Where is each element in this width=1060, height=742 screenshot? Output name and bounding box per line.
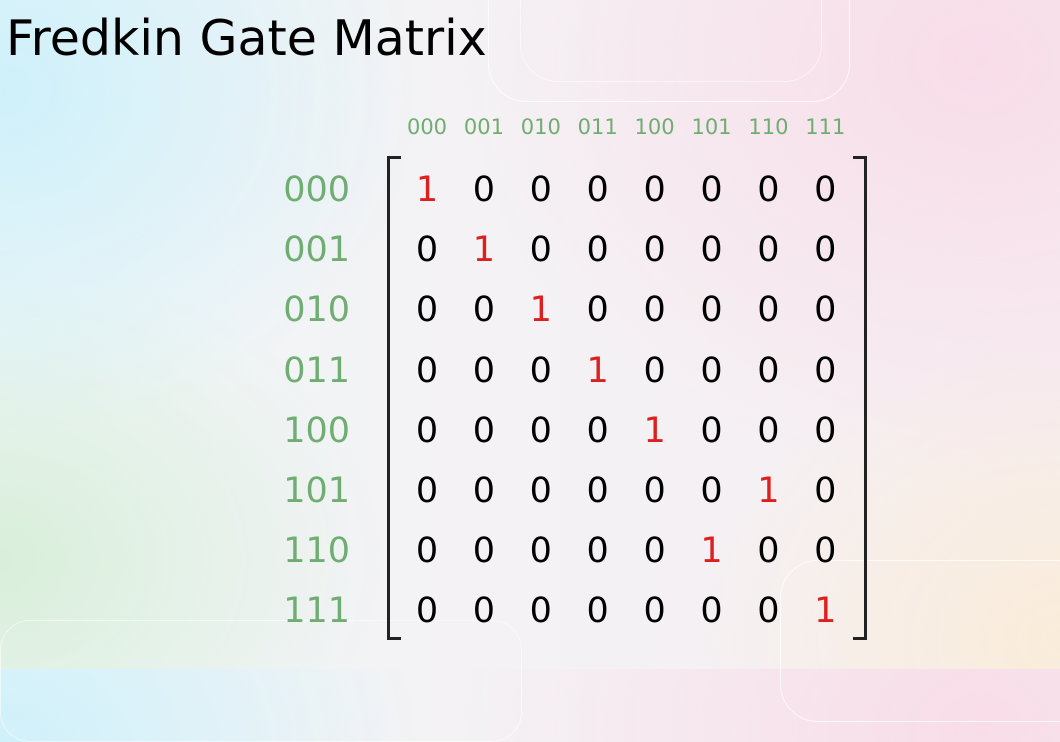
matrix-cell: 0 xyxy=(814,230,837,271)
matrix-cell: 0 xyxy=(529,350,552,391)
row-label: 010 xyxy=(283,290,350,331)
matrix-cell: 0 xyxy=(700,350,723,391)
matrix-cell: 0 xyxy=(529,591,552,632)
matrix-cell: 0 xyxy=(700,290,723,331)
background-decoration xyxy=(780,560,1060,722)
matrix-right-bracket xyxy=(853,156,867,640)
matrix-cell: 0 xyxy=(700,591,723,632)
matrix-cell: 0 xyxy=(757,230,780,271)
matrix-cell: 1 xyxy=(529,290,552,331)
background-decoration xyxy=(520,0,822,82)
matrix-cell: 0 xyxy=(757,591,780,632)
background-decoration xyxy=(488,0,850,102)
matrix-cell: 0 xyxy=(814,350,837,391)
matrix-cell: 0 xyxy=(643,471,666,511)
column-label: 110 xyxy=(748,115,789,139)
matrix-cell: 0 xyxy=(472,471,496,511)
row-label: 111 xyxy=(283,591,350,632)
matrix-cell: 0 xyxy=(415,410,439,451)
matrix-cell: 0 xyxy=(586,290,609,331)
matrix-cell: 0 xyxy=(472,350,496,391)
matrix-cell: 0 xyxy=(700,410,723,451)
matrix-cell: 0 xyxy=(529,170,552,210)
matrix-cell: 0 xyxy=(643,350,666,391)
matrix-cell: 0 xyxy=(643,290,666,331)
row-label: 011 xyxy=(283,350,350,391)
column-label: 101 xyxy=(691,115,732,139)
column-label: 011 xyxy=(577,115,618,139)
matrix-cell: 0 xyxy=(586,230,609,271)
matrix-cell: 0 xyxy=(700,170,723,210)
matrix-cell: 0 xyxy=(757,290,780,331)
row-label: 100 xyxy=(283,410,350,451)
matrix-cell: 0 xyxy=(415,230,439,271)
matrix-cell: 0 xyxy=(415,350,439,391)
matrix-cell: 0 xyxy=(757,170,780,210)
matrix-cell: 1 xyxy=(700,531,723,572)
matrix-cell: 0 xyxy=(643,170,666,210)
matrix-cell: 0 xyxy=(415,471,439,511)
matrix-cell: 0 xyxy=(586,591,609,632)
column-label: 010 xyxy=(520,115,561,139)
matrix-cell: 0 xyxy=(415,531,439,572)
matrix-cell: 0 xyxy=(643,531,666,572)
matrix-cell: 0 xyxy=(700,471,723,511)
matrix-cell: 1 xyxy=(415,170,439,210)
matrix-cell: 0 xyxy=(529,410,552,451)
matrix-cell: 0 xyxy=(586,170,609,210)
row-label: 101 xyxy=(283,471,350,511)
matrix-cell: 1 xyxy=(472,230,496,271)
matrix-cell: 0 xyxy=(814,290,837,331)
matrix-cell: 0 xyxy=(643,230,666,271)
slide-title: Fredkin Gate Matrix xyxy=(6,10,487,67)
matrix-cell: 0 xyxy=(814,471,837,511)
column-label: 100 xyxy=(634,115,675,139)
matrix-cell: 0 xyxy=(586,410,609,451)
matrix-cell: 0 xyxy=(415,290,439,331)
matrix-cell: 0 xyxy=(529,471,552,511)
matrix-cell: 0 xyxy=(814,410,837,451)
matrix-cell: 0 xyxy=(814,531,837,572)
matrix-cell: 0 xyxy=(529,531,552,572)
matrix-cell: 1 xyxy=(814,591,837,632)
column-label: 001 xyxy=(463,115,504,139)
matrix-cell: 0 xyxy=(643,591,666,632)
matrix-cell: 0 xyxy=(757,410,780,451)
matrix-cell: 0 xyxy=(529,230,552,271)
matrix-cell: 0 xyxy=(415,591,439,632)
matrix-cell: 0 xyxy=(472,170,496,210)
matrix-cell: 0 xyxy=(700,230,723,271)
matrix-cell: 0 xyxy=(757,531,780,572)
column-label: 111 xyxy=(805,115,846,139)
matrix-cell: 0 xyxy=(472,591,496,632)
matrix-left-bracket xyxy=(387,156,401,640)
row-label: 110 xyxy=(283,531,350,572)
column-label: 000 xyxy=(406,115,448,139)
matrix-cell: 0 xyxy=(757,350,780,391)
matrix-cell: 0 xyxy=(472,290,496,331)
row-label: 001 xyxy=(283,230,350,271)
matrix-cell: 0 xyxy=(472,531,496,572)
matrix-cell: 1 xyxy=(586,350,609,391)
matrix-cell: 0 xyxy=(472,410,496,451)
matrix-cell: 0 xyxy=(586,471,609,511)
matrix-cell: 0 xyxy=(586,531,609,572)
matrix-cell: 0 xyxy=(814,170,837,210)
background-decoration xyxy=(0,620,522,742)
matrix-cell: 1 xyxy=(643,410,666,451)
matrix-cell: 1 xyxy=(757,471,780,511)
row-label: 000 xyxy=(283,170,350,210)
